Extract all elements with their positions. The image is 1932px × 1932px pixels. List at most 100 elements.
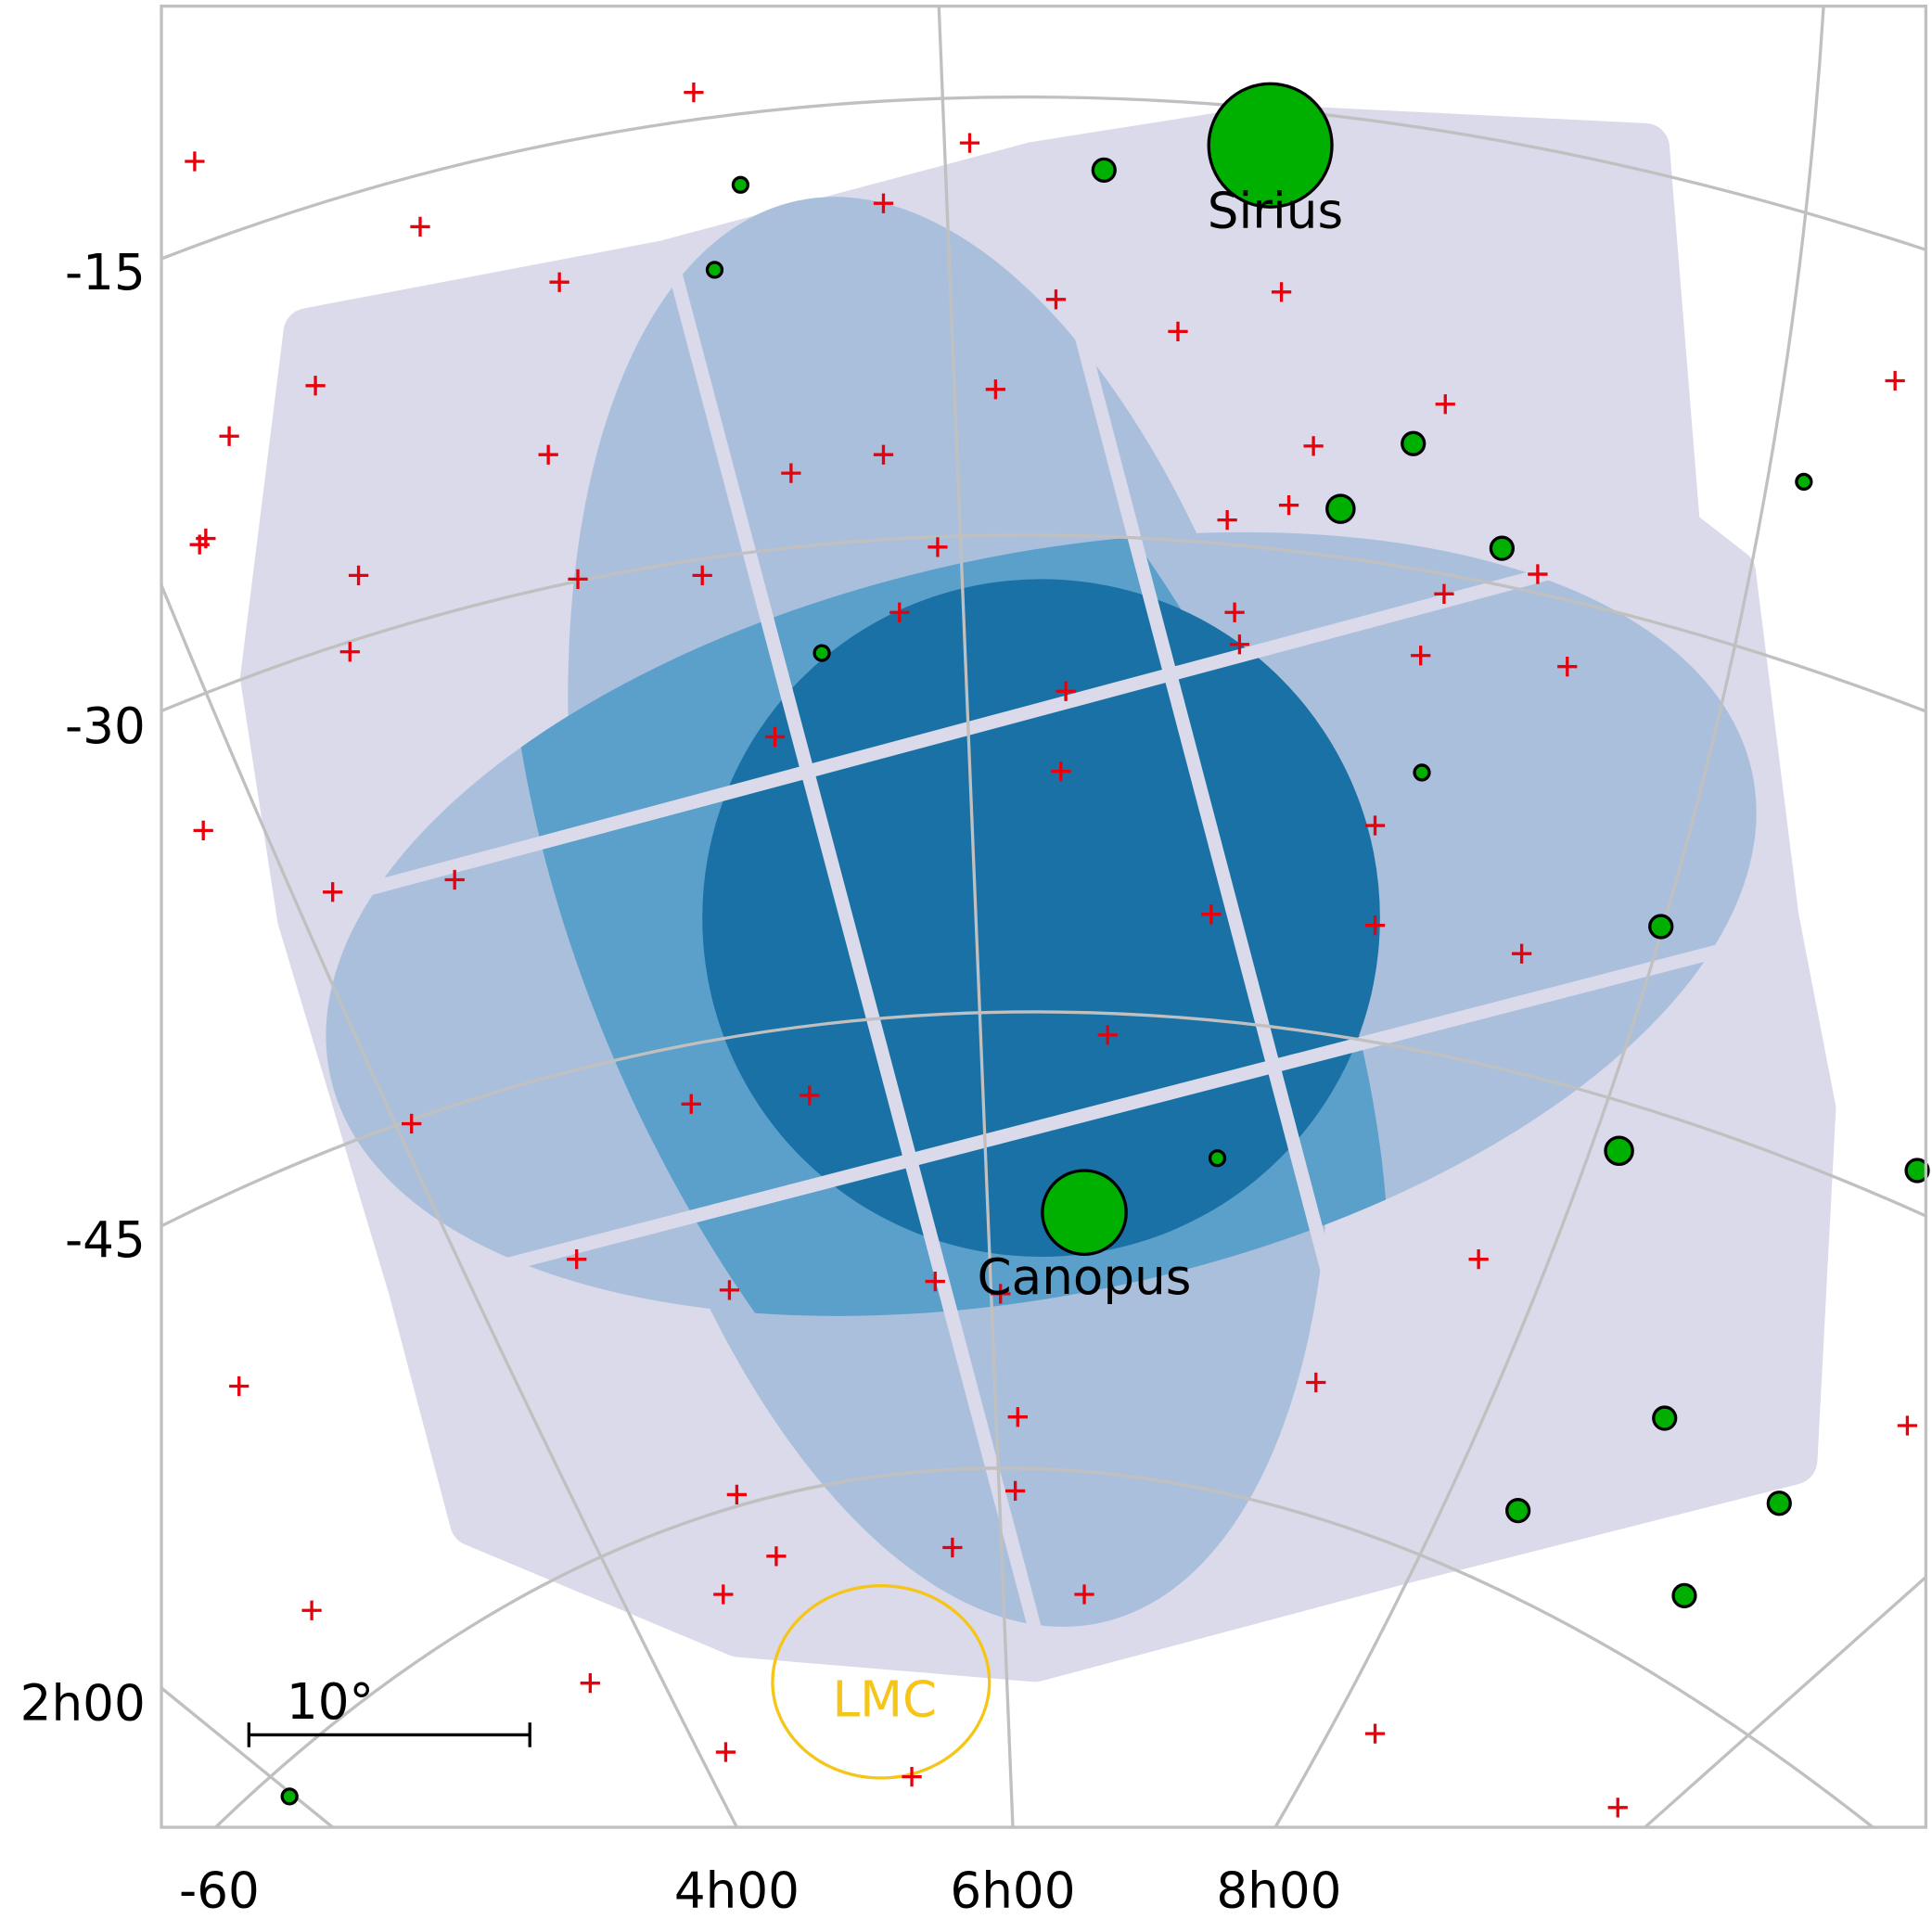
star bbox=[1489, 535, 1515, 561]
catalog-source bbox=[766, 1546, 787, 1567]
catalog-source bbox=[713, 1584, 734, 1605]
catalog-source bbox=[873, 444, 894, 465]
star bbox=[1904, 1158, 1930, 1184]
star-label: Canopus bbox=[978, 1248, 1192, 1306]
ra-label: -60 bbox=[179, 1862, 260, 1919]
dec-label: -15 bbox=[65, 244, 146, 301]
catalog-source bbox=[1897, 1415, 1918, 1436]
catalog-source bbox=[692, 565, 712, 586]
catalog-source bbox=[1364, 1723, 1386, 1744]
catalog-source bbox=[1201, 904, 1222, 925]
catalog-source bbox=[942, 1537, 963, 1558]
dec-label: 2h00 bbox=[20, 1675, 146, 1733]
ra-line bbox=[161, 1686, 334, 1828]
catalog-source bbox=[781, 463, 801, 483]
ra-line bbox=[1273, 6, 1825, 1828]
catalog-source bbox=[1271, 282, 1292, 302]
catalog-source bbox=[549, 272, 569, 292]
scale-label: 10° bbox=[287, 1673, 374, 1731]
frame bbox=[160, 4, 1928, 1829]
star bbox=[1671, 1582, 1697, 1608]
grid bbox=[161, 6, 1926, 1828]
coverage-high bbox=[702, 579, 1380, 1258]
catalog-source bbox=[444, 869, 465, 890]
markers bbox=[185, 82, 1930, 1818]
catalog-source bbox=[219, 426, 239, 446]
catalog-source bbox=[1051, 761, 1071, 782]
catalog-source bbox=[1557, 657, 1578, 677]
catalog-source bbox=[1364, 915, 1386, 936]
catalog-source bbox=[1217, 509, 1237, 531]
catalog-source bbox=[1306, 1372, 1326, 1393]
catalog-source bbox=[1411, 646, 1431, 666]
ra-line bbox=[1644, 1576, 1926, 1828]
catalog-source bbox=[1364, 815, 1386, 836]
catalog-source bbox=[1434, 583, 1454, 604]
catalog-source bbox=[985, 379, 1006, 400]
catalog-source bbox=[800, 1085, 820, 1106]
catalog-source bbox=[568, 569, 588, 589]
catalog-source bbox=[538, 444, 558, 465]
catalog-source bbox=[410, 216, 430, 237]
catalog-source bbox=[726, 1484, 748, 1505]
catalog-source bbox=[1885, 370, 1905, 391]
coverage bbox=[240, 104, 1836, 1683]
catalog-source bbox=[1607, 1798, 1628, 1818]
catalog-source bbox=[323, 882, 343, 902]
catalog-source bbox=[902, 1766, 922, 1787]
catalog-source bbox=[1512, 943, 1532, 964]
catalog-source bbox=[1074, 1584, 1094, 1605]
gaps bbox=[281, 158, 1801, 1678]
star bbox=[1325, 493, 1356, 524]
catalog-source bbox=[1224, 602, 1245, 622]
dec-line bbox=[161, 533, 1926, 713]
ra-line bbox=[161, 584, 738, 1828]
catalog-source bbox=[301, 1600, 322, 1620]
catalog-source bbox=[1229, 634, 1250, 655]
dec-line bbox=[161, 1010, 1926, 1228]
catalog-source bbox=[1468, 1249, 1489, 1270]
catalog-source bbox=[684, 83, 704, 103]
ra-label: 4h00 bbox=[674, 1862, 800, 1919]
catalog-source bbox=[1528, 564, 1548, 584]
catalog-source bbox=[348, 565, 369, 586]
catalog-source bbox=[991, 1284, 1011, 1304]
catalog-source bbox=[925, 1271, 945, 1292]
catalog-source bbox=[889, 602, 910, 622]
star bbox=[1401, 430, 1427, 456]
catalog-source bbox=[185, 151, 205, 172]
star bbox=[1652, 1405, 1678, 1431]
star bbox=[731, 175, 750, 194]
scale-bar bbox=[247, 1722, 531, 1747]
star bbox=[705, 261, 724, 279]
catalog-source bbox=[229, 1375, 249, 1397]
ra-line bbox=[937, 6, 1015, 1828]
star bbox=[1795, 472, 1813, 492]
catalog-source bbox=[1303, 436, 1324, 456]
catalog-source bbox=[681, 1094, 701, 1114]
catalog-source bbox=[928, 537, 948, 557]
star bbox=[1207, 82, 1334, 209]
star bbox=[1413, 763, 1431, 782]
dec-line bbox=[214, 1466, 1874, 1828]
star bbox=[280, 1787, 299, 1806]
catalog-source bbox=[1056, 681, 1076, 701]
catalog-source bbox=[580, 1673, 600, 1694]
star bbox=[812, 644, 831, 662]
catalog-source bbox=[1168, 321, 1188, 341]
star bbox=[1648, 914, 1674, 940]
dec-label: -30 bbox=[65, 697, 146, 755]
ra-label: 6h00 bbox=[950, 1862, 1075, 1919]
catalog-source bbox=[1005, 1480, 1026, 1502]
catalog-source bbox=[1278, 495, 1299, 516]
star bbox=[1604, 1135, 1634, 1167]
ra-label: 8h00 bbox=[1216, 1862, 1341, 1919]
catalog-source bbox=[1045, 289, 1067, 310]
catalog-source bbox=[1097, 1025, 1118, 1045]
catalog-source bbox=[567, 1249, 587, 1270]
star bbox=[1505, 1498, 1531, 1524]
catalog-source bbox=[873, 193, 894, 213]
catalog-source bbox=[1435, 394, 1455, 415]
catalog-source bbox=[719, 1280, 740, 1300]
